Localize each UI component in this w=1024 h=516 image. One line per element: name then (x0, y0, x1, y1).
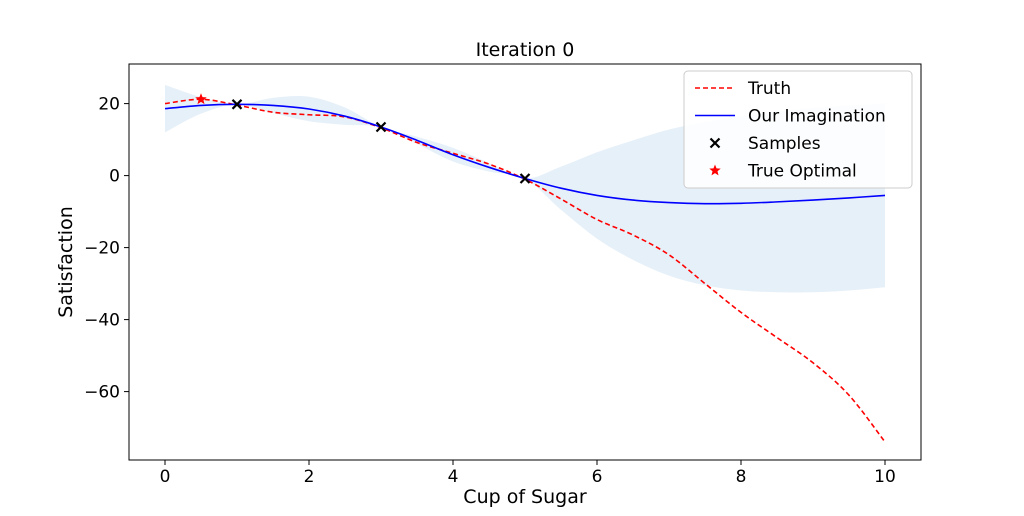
tick-layer: 0 2 4 6 8 10 20 0 −20 −40 −60 (84, 95, 896, 487)
legend-swatch-samples (709, 137, 721, 149)
y-tick-label: −20 (84, 239, 120, 259)
x-tick-label: 0 (160, 467, 171, 487)
legend: Truth Our Imagination Samples True Optimal (683, 70, 913, 189)
y-tick-label: −60 (84, 383, 120, 403)
x-tick-label: 10 (874, 467, 896, 487)
y-axis-label: Satisfaction (55, 206, 77, 318)
sample-marker (375, 121, 387, 133)
sample-marker (519, 173, 531, 184)
legend-label-samples: Samples (748, 134, 821, 154)
legend-label-our-imagination: Our Imagination (748, 107, 886, 127)
marker-layer (195, 93, 531, 184)
sample-marker (231, 99, 243, 110)
x-tick-label: 6 (592, 467, 603, 487)
legend-label-true-optimal: True Optimal (747, 162, 857, 182)
y-tick-label: 20 (98, 95, 120, 115)
y-tick-label: −40 (84, 311, 120, 331)
true-optimal-marker (195, 93, 207, 105)
legend-swatch-true-optimal (709, 164, 721, 176)
chart-title: Iteration 0 (476, 39, 575, 61)
x-tick-label: 8 (736, 467, 747, 487)
x-tick-label: 2 (304, 467, 315, 487)
x-tick-label: 4 (448, 467, 459, 487)
legend-box (683, 70, 913, 189)
x-axis-label: Cup of Sugar (463, 486, 587, 508)
y-tick-label: 0 (109, 167, 120, 187)
plot-frame (128, 63, 922, 461)
legend-label-truth: Truth (747, 79, 791, 99)
